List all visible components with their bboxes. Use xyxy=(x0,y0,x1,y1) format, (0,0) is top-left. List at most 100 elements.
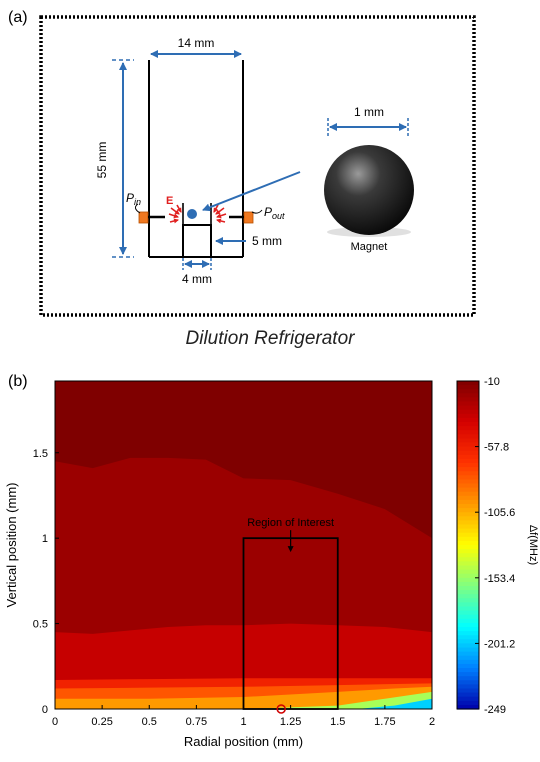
magnet-size-label: 1 mm xyxy=(354,105,384,119)
roi-pointer-head xyxy=(287,546,294,553)
colorbar-band xyxy=(457,594,479,599)
colorbar-band xyxy=(457,471,479,476)
height-label: 55 mm xyxy=(95,142,109,179)
colorbar-band xyxy=(457,393,479,398)
colorbar-band xyxy=(457,385,479,390)
colorbar-band xyxy=(457,569,479,575)
colorbar-band xyxy=(457,598,479,603)
sample-pointer xyxy=(202,171,301,212)
colorbar-band xyxy=(457,495,479,501)
colorbar-band xyxy=(457,684,479,690)
x-tick-label: 1 xyxy=(240,716,246,728)
colorbar-band xyxy=(457,545,479,550)
colorbar-band xyxy=(457,524,479,530)
port-out xyxy=(229,209,263,224)
colorbar-band xyxy=(457,586,479,591)
colorbar-band xyxy=(457,553,479,558)
e-field-arrows xyxy=(168,204,227,224)
roi-label: Region of Interest xyxy=(247,517,334,529)
colorbar-band xyxy=(457,688,479,694)
colorbar-tick-label: -57.8 xyxy=(484,442,509,454)
colorbar-unit-label: Δf(MHz) xyxy=(527,525,539,565)
colorbar-band xyxy=(457,504,479,509)
colorbar-band xyxy=(457,512,479,517)
x-tick-label: 1.5 xyxy=(330,716,345,728)
colorbar-band xyxy=(457,417,479,423)
y-tick-label: 1.5 xyxy=(33,448,48,460)
magnet-label: Magnet xyxy=(351,241,388,253)
colorbar-band xyxy=(457,381,479,386)
colorbar-band xyxy=(457,565,479,571)
colorbar-band xyxy=(457,434,479,439)
width-label: 14 mm xyxy=(178,36,215,50)
fridge-caption: Dilution Refrigerator xyxy=(186,328,356,349)
colorbar-band xyxy=(457,422,479,427)
colorbar-band xyxy=(457,610,479,616)
colorbar-band xyxy=(457,614,479,620)
contour-region-7 xyxy=(356,698,432,709)
post-width-label: 4 mm xyxy=(182,272,212,286)
colorbar-band xyxy=(457,409,479,415)
colorbar-band xyxy=(457,668,479,673)
colorbar-band xyxy=(457,479,479,485)
colorbar-band xyxy=(457,561,479,567)
colorbar-band xyxy=(457,631,479,636)
colorbar-band xyxy=(457,397,479,403)
colorbar-band xyxy=(457,549,479,554)
colorbar-band xyxy=(457,430,479,435)
colorbar-band xyxy=(457,532,479,538)
y-tick-label: 0.5 xyxy=(33,619,48,631)
x-axis-label: Radial position (mm) xyxy=(184,734,303,749)
cavity xyxy=(148,60,244,258)
colorbar-band xyxy=(457,676,479,681)
colorbar-band xyxy=(457,487,479,493)
colorbar-band xyxy=(457,528,479,534)
colorbar-band xyxy=(457,450,479,456)
colorbar-band xyxy=(457,639,479,644)
colorbar-band xyxy=(457,627,479,632)
e-field-label: E xyxy=(166,195,173,207)
pin-label: Pin xyxy=(126,191,141,207)
colorbar-band xyxy=(457,536,479,542)
colorbar: -10 -57.8 -105.6 -153.4 -201.2 -249 xyxy=(456,376,515,716)
sample-dot xyxy=(187,209,197,219)
post-width-dimension xyxy=(182,258,212,270)
colorbar-band xyxy=(457,520,479,526)
colorbar-band xyxy=(457,446,479,452)
colorbar-band xyxy=(457,643,479,649)
panel-b: (b) 0 0.25 0.5 0.75 1 1.25 1.5 1.75 2 0 0.5 1 1.5 -1… xyxy=(0,362,540,757)
panel-b-label: (b) xyxy=(8,373,28,390)
y-tick-label: 1 xyxy=(42,533,48,545)
colorbar-band xyxy=(457,557,479,562)
colorbar-band xyxy=(457,704,479,710)
magnet-sphere xyxy=(324,145,414,235)
colorbar-band xyxy=(457,516,479,521)
colorbar-band xyxy=(457,696,479,702)
panel-a: (a) 14 mm 55 mm xyxy=(0,0,540,362)
colorbar-band xyxy=(457,426,479,431)
colorbar-band xyxy=(457,401,479,407)
post-height-label: 5 mm xyxy=(252,234,282,248)
colorbar-band xyxy=(457,454,479,460)
colorbar-frame xyxy=(456,380,480,710)
colorbar-band xyxy=(457,647,479,653)
colorbar-band xyxy=(457,622,479,628)
colorbar-band xyxy=(457,491,479,497)
x-tick-label: 0.75 xyxy=(186,716,207,728)
colorbar-tick-label: -249 xyxy=(484,704,506,716)
x-tick-label: 0 xyxy=(52,716,58,728)
colorbar-band xyxy=(457,458,479,464)
colorbar-band xyxy=(457,692,479,698)
panel-a-label: (a) xyxy=(8,9,28,26)
colorbar-band xyxy=(457,413,479,419)
colorbar-band xyxy=(457,405,479,411)
colorbar-band xyxy=(457,438,479,444)
colorbar-band xyxy=(457,483,479,489)
colorbar-band xyxy=(457,463,479,468)
heatmap-chart: (b) 0 0.25 0.5 0.75 1 1.25 1.5 1.75 2 0 0.5 1 1.5 -1… xyxy=(4,373,539,749)
x-tick-label: 1.25 xyxy=(280,716,301,728)
colorbar-tick-label: -10 xyxy=(484,376,500,388)
colorbar-tick-label: -201.2 xyxy=(484,638,515,650)
colorbar-band xyxy=(457,577,479,583)
x-tick-label: 0.5 xyxy=(142,716,157,728)
